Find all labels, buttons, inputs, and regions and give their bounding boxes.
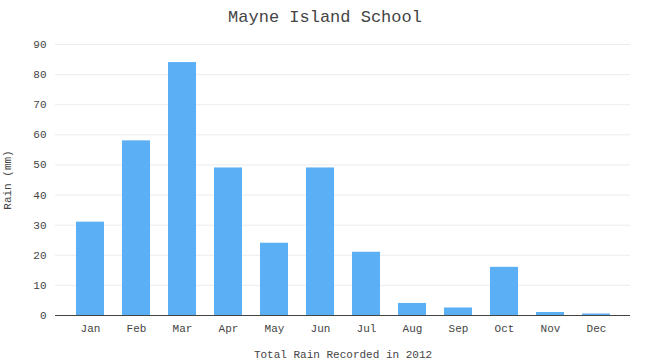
svg-text:Feb: Feb xyxy=(127,323,147,335)
svg-text:Nov: Nov xyxy=(541,323,561,335)
svg-text:70: 70 xyxy=(33,99,46,111)
svg-text:Jul: Jul xyxy=(357,323,377,335)
svg-text:Aug: Aug xyxy=(403,323,423,335)
html-text:Mayne Island School: Mayne Island School xyxy=(228,8,422,27)
svg-text:20: 20 xyxy=(33,250,46,262)
svg-text:30: 30 xyxy=(33,220,46,232)
svg-text:Rain (mm): Rain (mm) xyxy=(2,150,14,209)
svg-text:Dec: Dec xyxy=(587,323,607,335)
svg-text:40: 40 xyxy=(33,190,46,202)
svg-text:10: 10 xyxy=(33,280,46,292)
svg-text:60: 60 xyxy=(33,129,46,141)
svg-text:Jun: Jun xyxy=(311,323,331,335)
svg-text:Total Rain Recorded in 2012: Total Rain Recorded in 2012 xyxy=(254,349,432,360)
svg-text:May: May xyxy=(265,323,285,335)
svg-text:Apr: Apr xyxy=(219,323,239,335)
svg-text:Jan: Jan xyxy=(81,323,101,335)
svg-text:0: 0 xyxy=(40,310,47,322)
svg-text:Mar: Mar xyxy=(173,323,193,335)
svg-text:80: 80 xyxy=(33,69,46,81)
svg-text:90: 90 xyxy=(33,39,46,51)
svg-text:Sep: Sep xyxy=(449,323,469,335)
svg-text:Oct: Oct xyxy=(495,323,515,335)
svg-text:50: 50 xyxy=(33,159,46,171)
